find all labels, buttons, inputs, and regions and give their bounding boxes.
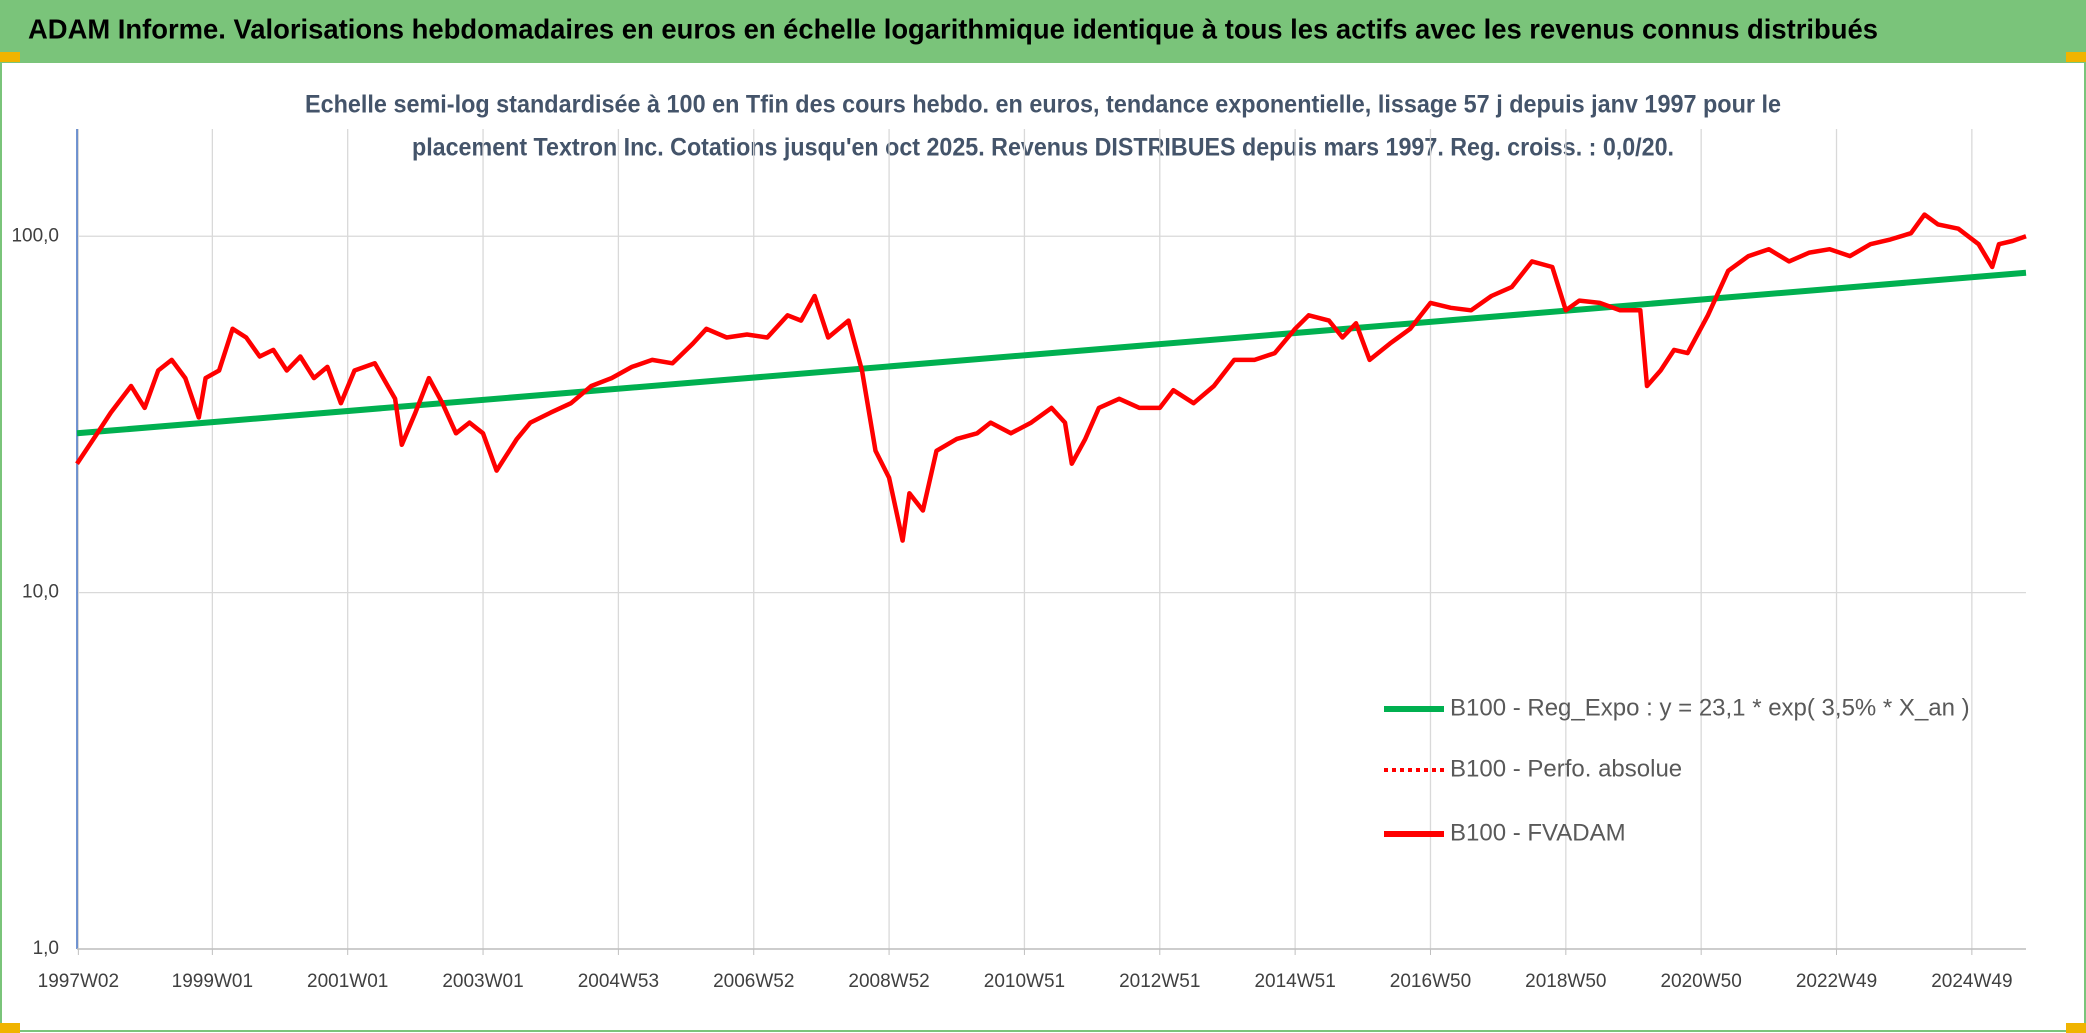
- x-tick-label: 2014W51: [1254, 971, 1335, 992]
- x-tick-label: 2024W49: [1931, 971, 2012, 992]
- chart-title: ADAM Informe. Valorisations hebdomadaire…: [28, 13, 1878, 44]
- x-tick-label: 2003W01: [442, 971, 523, 992]
- corner-marker: [0, 52, 20, 62]
- header-band: [0, 0, 2086, 62]
- x-tick-label: 2004W53: [578, 971, 659, 992]
- legend-label: B100 - Reg_Expo : y = 23,1 * exp( 3,5% *…: [1450, 694, 1970, 721]
- x-tick-label: 2020W50: [1660, 971, 1741, 992]
- x-tick-label: 2022W49: [1796, 971, 1877, 992]
- series-line: [76, 269, 2027, 437]
- x-tick-label: 1999W01: [172, 971, 253, 992]
- x-tick-label: 2010W51: [984, 971, 1065, 992]
- x-tick-label: 2018W50: [1525, 971, 1606, 992]
- x-tick-label: 2001W01: [307, 971, 388, 992]
- x-tick-label: 2016W50: [1390, 971, 1471, 992]
- chart-subtitle: Echelle semi-log standardisée à 100 en T…: [305, 91, 1781, 119]
- corner-marker: [0, 1023, 20, 1033]
- legend-label: B100 - FVADAM: [1450, 819, 1626, 846]
- chart-subtitle: placement Textron Inc. Cotations jusqu'e…: [412, 134, 1674, 162]
- x-tick-label: 2012W51: [1119, 971, 1200, 992]
- x-tick-label: 2006W52: [713, 971, 794, 992]
- corner-marker: [2066, 52, 2086, 62]
- x-tick-label: 2008W52: [848, 971, 929, 992]
- y-tick-label: 1,0: [33, 938, 59, 959]
- x-tick-label: 1997W02: [38, 971, 119, 992]
- legend-label: B100 - Perfo. absolue: [1450, 755, 1682, 782]
- frame: [0, 61, 2086, 1032]
- y-tick-label: 100,0: [11, 225, 59, 246]
- y-tick-label: 10,0: [22, 582, 59, 603]
- series-line: [75, 212, 2027, 543]
- corner-marker: [2066, 1023, 2086, 1033]
